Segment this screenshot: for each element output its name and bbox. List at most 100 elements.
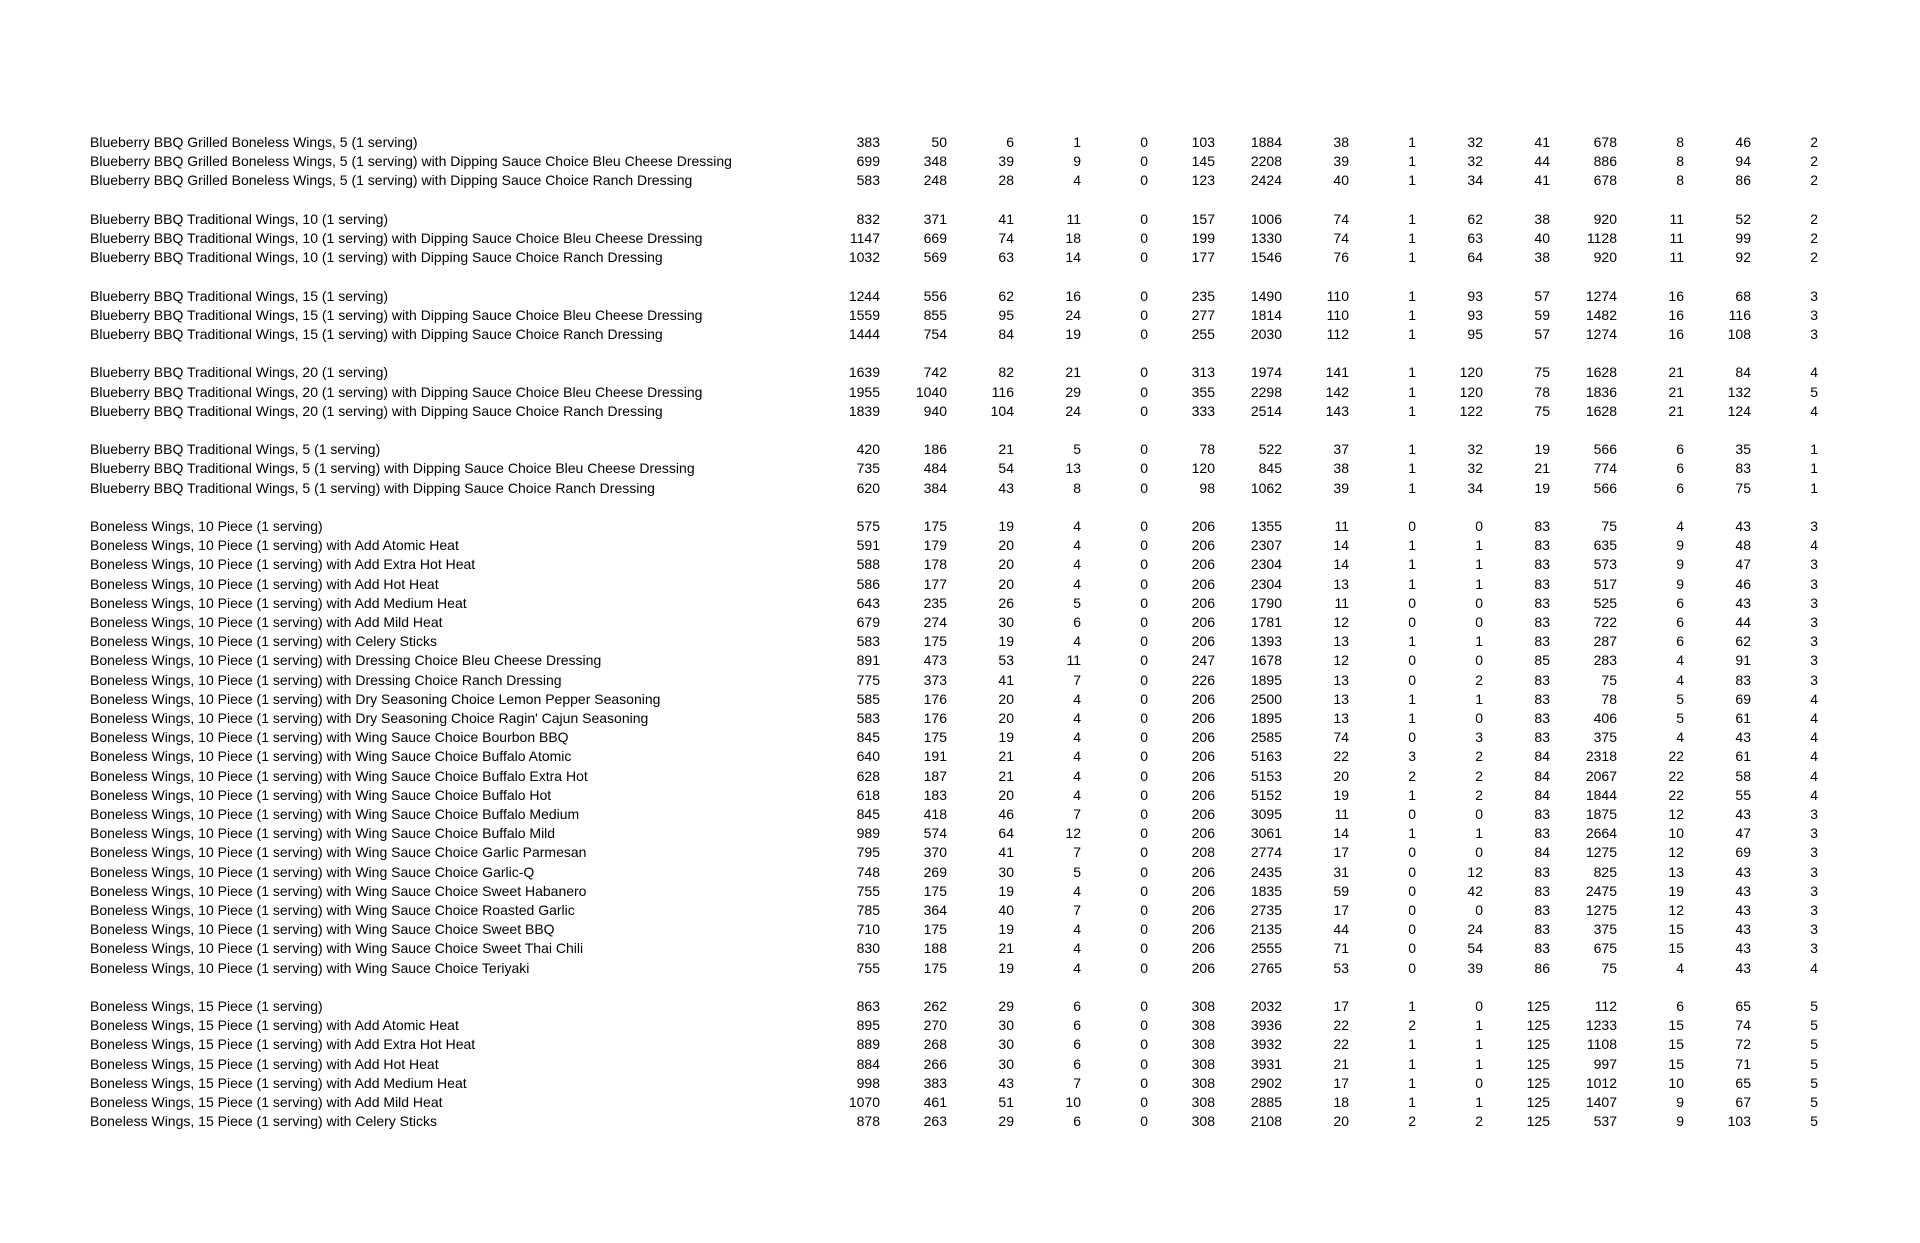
value-cell: 1 (1475, 690, 1483, 707)
value-cell: 46 (1735, 134, 1751, 150)
value-cell: 9 (1676, 537, 1684, 554)
item-name: Boneless Wings, 10 Piece (1 serving) wit… (90, 614, 443, 630)
value-cell: 110 (1326, 287, 1349, 304)
value-cell: 2 (1475, 748, 1483, 765)
table-row: Blueberry BBQ Traditional Wings, 20 (1 s… (90, 363, 1818, 382)
value-cell: 884 (856, 1055, 880, 1072)
value-cell: 206 (1191, 959, 1215, 976)
value-cell: 12 (1668, 844, 1684, 861)
value-cell: 1275 (1585, 902, 1617, 919)
value-cell: 116 (1728, 306, 1751, 323)
value-cell: 2 (1475, 1113, 1483, 1130)
value-cell: 1895 (1250, 671, 1282, 688)
table-row: Boneless Wings, 10 Piece (1 serving) wit… (90, 536, 1818, 555)
table-row: Boneless Wings, 10 Piece (1 serving) wit… (90, 690, 1818, 709)
value-cell: 889 (856, 1036, 880, 1053)
value-cell: 5153 (1250, 767, 1282, 784)
value-cell: 7 (1073, 671, 1081, 688)
table-row: Blueberry BBQ Traditional Wings, 10 (1 s… (90, 229, 1818, 248)
value-cell: 18 (1065, 230, 1081, 246)
value-cell: 11 (1066, 652, 1081, 669)
value-cell: 67 (1735, 1094, 1751, 1111)
value-cell: 20 (1333, 767, 1349, 784)
value-cell: 6 (1073, 1017, 1081, 1034)
value-cell: 998 (856, 1074, 880, 1091)
value-cell: 83 (1534, 517, 1550, 534)
item-name: Boneless Wings, 10 Piece (1 serving) wit… (90, 863, 535, 880)
item-name: Blueberry BBQ Grilled Boneless Wings, 5 … (90, 134, 418, 150)
value-cell: 38 (1333, 460, 1349, 477)
value-cell: 569 (923, 249, 947, 266)
value-cell: 0 (1475, 1074, 1483, 1091)
value-cell: 0 (1140, 614, 1148, 630)
value-cell: 20 (998, 690, 1014, 707)
value-cell: 235 (923, 594, 947, 611)
value-cell: 43 (1735, 902, 1751, 919)
value-cell: 1 (1408, 825, 1416, 842)
value-cell: 1974 (1250, 364, 1282, 381)
value-cell: 1 (1408, 575, 1416, 592)
value-cell: 14 (1333, 825, 1349, 842)
value-cell: 22 (1333, 1017, 1349, 1034)
value-cell: 2 (1810, 134, 1818, 150)
value-cell: 206 (1191, 863, 1215, 880)
value-cell: 19 (1065, 326, 1081, 342)
value-cell: 920 (1593, 210, 1617, 227)
value-cell: 1 (1810, 479, 1818, 496)
value-cell: 0 (1140, 172, 1148, 189)
value-cell: 2885 (1250, 1094, 1282, 1111)
value-cell: 12 (1333, 614, 1349, 630)
value-cell: 48 (1735, 537, 1751, 554)
value-cell: 3 (1810, 902, 1818, 919)
value-cell: 5 (1073, 863, 1081, 880)
value-cell: 143 (1325, 402, 1349, 419)
value-cell: 175 (923, 921, 947, 938)
value-cell: 1 (1475, 1055, 1483, 1072)
value-cell: 43 (1735, 882, 1751, 899)
value-cell: 59 (1534, 306, 1550, 323)
value-cell: 1678 (1250, 652, 1282, 669)
value-cell: 4 (1676, 729, 1684, 746)
value-cell: 383 (856, 134, 880, 150)
value-cell: 2304 (1250, 556, 1282, 573)
value-cell: 125 (1526, 1036, 1550, 1053)
value-cell: 74 (1333, 729, 1349, 746)
value-cell: 3 (1810, 556, 1818, 573)
value-cell: 125 (1526, 1055, 1550, 1072)
value-cell: 1 (1408, 460, 1416, 477)
value-cell: 62 (1735, 633, 1751, 650)
value-cell: 8 (1676, 172, 1684, 189)
value-cell: 1233 (1585, 1017, 1617, 1034)
value-cell: 40 (1333, 172, 1349, 189)
value-cell: 1275 (1585, 844, 1617, 861)
value-cell: 5 (1810, 998, 1818, 1015)
value-cell: 83 (1735, 671, 1751, 688)
value-cell: 735 (856, 460, 880, 477)
table-row: Boneless Wings, 10 Piece (1 serving) wit… (90, 613, 1818, 632)
value-cell: 4 (1810, 364, 1818, 381)
value-cell: 43 (1735, 729, 1751, 746)
value-cell: 263 (923, 1113, 947, 1130)
value-cell: 1 (1408, 690, 1416, 707)
value-cell: 3 (1810, 517, 1818, 534)
value-cell: 722 (1593, 614, 1617, 630)
value-cell: 47 (1735, 556, 1751, 573)
value-cell: 0 (1140, 134, 1148, 150)
value-cell: 41 (998, 671, 1014, 688)
value-cell: 1 (1475, 633, 1483, 650)
value-cell: 0 (1140, 249, 1148, 266)
value-cell: 123 (1191, 172, 1215, 189)
value-cell: 94 (1735, 153, 1751, 170)
value-cell: 742 (923, 364, 947, 381)
value-cell: 125 (1526, 1017, 1550, 1034)
value-cell: 175 (923, 882, 947, 899)
value-cell: 15 (1668, 921, 1684, 938)
value-cell: 3 (1810, 882, 1818, 899)
value-cell: 92 (1735, 249, 1751, 266)
value-cell: 83 (1534, 594, 1550, 611)
value-cell: 0 (1475, 998, 1483, 1015)
value-cell: 64 (998, 825, 1014, 842)
value-cell: 5 (1073, 594, 1081, 611)
value-cell: 2585 (1250, 729, 1282, 746)
value-cell: 21 (998, 748, 1014, 765)
